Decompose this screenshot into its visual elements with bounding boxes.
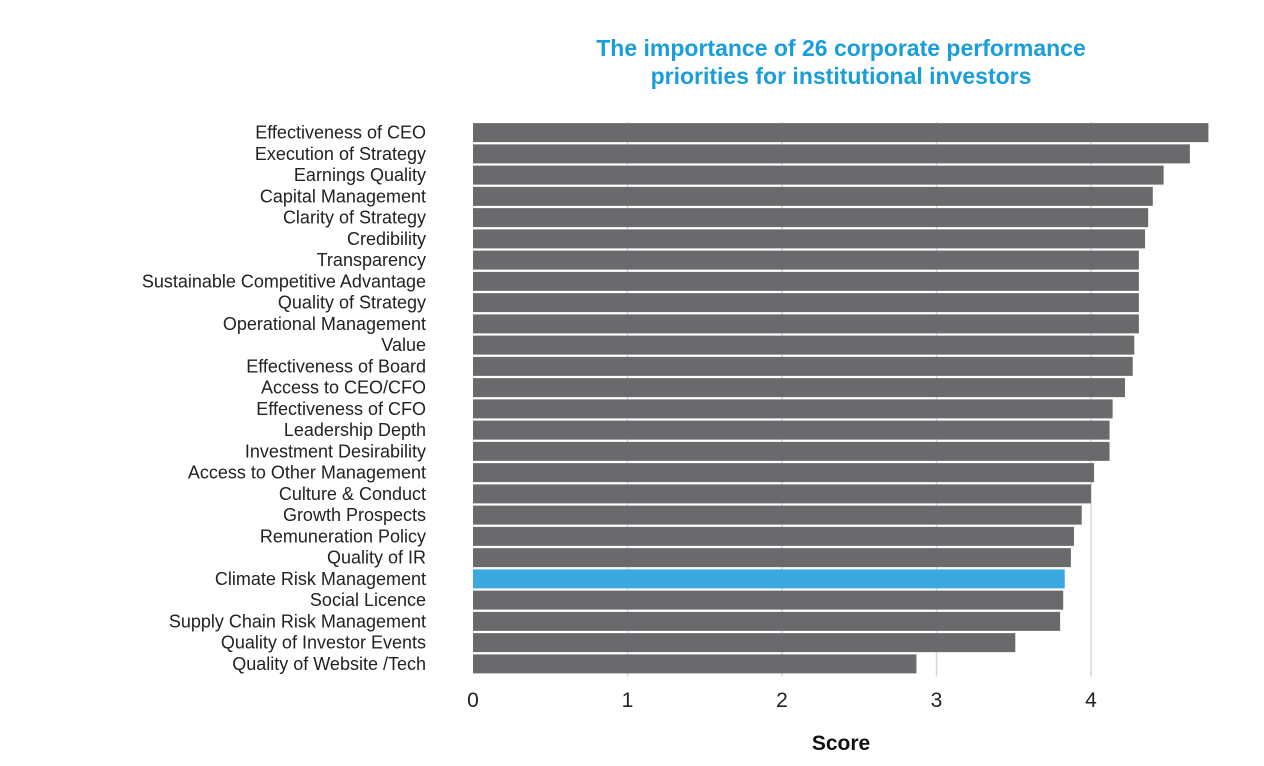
- category-label: Earnings Quality: [294, 165, 426, 185]
- x-tick-label-2: 2: [776, 689, 788, 712]
- category-label: Execution of Strategy: [255, 144, 426, 164]
- category-label: Capital Management: [260, 186, 426, 206]
- category-label: Quality of Investor Events: [221, 633, 426, 653]
- bar-transparency: [473, 250, 1139, 270]
- category-label: Remuneration Policy: [260, 526, 426, 546]
- category-label: Clarity of Strategy: [283, 208, 426, 228]
- bar-culture-conduct: [473, 484, 1091, 504]
- category-label: Sustainable Competitive Advantage: [142, 271, 426, 291]
- bar-supply-chain-risk-management: [473, 611, 1061, 631]
- bar-capital-management: [473, 186, 1153, 206]
- category-label: Leadership Depth: [284, 420, 426, 440]
- bar-value: [473, 335, 1135, 355]
- bar-effectiveness-of-ceo: [473, 123, 1209, 143]
- bar-quality-of-strategy: [473, 293, 1139, 313]
- category-label: Operational Management: [223, 314, 426, 334]
- bar-credibility: [473, 229, 1146, 249]
- bar-climate-risk-management: [473, 569, 1065, 589]
- category-label: Access to CEO/CFO: [261, 378, 426, 398]
- x-tick-label-0: 0: [467, 689, 479, 712]
- bar-access-to-other-management: [473, 463, 1095, 483]
- bar-growth-prospects: [473, 505, 1082, 525]
- bar-execution-of-strategy: [473, 144, 1190, 164]
- bar-clarity-of-strategy: [473, 208, 1149, 228]
- x-axis-title: Score: [812, 732, 870, 755]
- x-tick-label-1: 1: [622, 689, 634, 712]
- category-label: Investment Desirability: [245, 441, 426, 461]
- bar-earnings-quality: [473, 165, 1164, 185]
- category-label: Transparency: [317, 250, 426, 270]
- x-tick-label-4: 4: [1085, 689, 1097, 712]
- category-label: Access to Other Management: [188, 463, 426, 483]
- bar-quality-of-ir: [473, 548, 1071, 568]
- bar-access-to-ceo-cfo: [473, 378, 1125, 398]
- category-label: Growth Prospects: [283, 505, 426, 525]
- chart-title-line-2: priorities for institutional investors: [651, 63, 1032, 89]
- chart-title: The importance of 26 corporate performan…: [596, 35, 1086, 89]
- bar-remuneration-policy: [473, 526, 1075, 546]
- bar-leadership-depth: [473, 420, 1110, 440]
- bar-social-licence: [473, 590, 1064, 610]
- category-label: Effectiveness of CEO: [255, 123, 426, 143]
- category-label: Quality of Website /Tech: [232, 654, 426, 674]
- category-label: Climate Risk Management: [215, 569, 426, 589]
- bar-effectiveness-of-board: [473, 356, 1133, 376]
- category-label: Value: [381, 335, 426, 355]
- category-label: Quality of Strategy: [278, 293, 426, 313]
- category-label: Effectiveness of CFO: [256, 399, 426, 419]
- x-tick-labels: 0 1 2 3 4: [467, 689, 1097, 712]
- bar-sustainable-competitive-advantage: [473, 271, 1139, 291]
- bar-operational-management: [473, 314, 1139, 334]
- category-label: Effectiveness of Board: [246, 356, 426, 376]
- category-label: Supply Chain Risk Management: [169, 611, 426, 631]
- bar-effectiveness-of-cfo: [473, 399, 1113, 419]
- chart-title-line-1: The importance of 26 corporate performan…: [596, 35, 1086, 61]
- category-label: Culture & Conduct: [279, 484, 426, 504]
- bar-quality-of-investor-events: [473, 633, 1016, 653]
- bars: [473, 123, 1209, 674]
- category-label: Quality of IR: [327, 548, 426, 568]
- bar-quality-of-website-tech: [473, 654, 917, 674]
- x-tick-label-3: 3: [931, 689, 943, 712]
- category-label: Credibility: [347, 229, 426, 249]
- category-label: Social Licence: [310, 590, 426, 610]
- bar-investment-desirability: [473, 441, 1110, 461]
